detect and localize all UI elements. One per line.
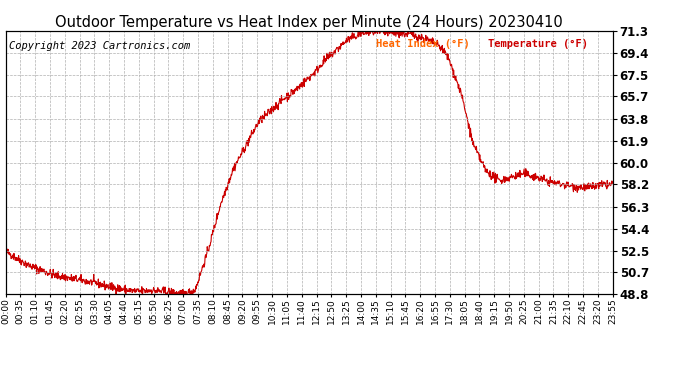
Text: Temperature (°F): Temperature (°F)	[489, 39, 589, 49]
Title: Outdoor Temperature vs Heat Index per Minute (24 Hours) 20230410: Outdoor Temperature vs Heat Index per Mi…	[55, 15, 563, 30]
Text: Heat Index (°F): Heat Index (°F)	[376, 39, 470, 49]
Text: Copyright 2023 Cartronics.com: Copyright 2023 Cartronics.com	[8, 41, 190, 51]
